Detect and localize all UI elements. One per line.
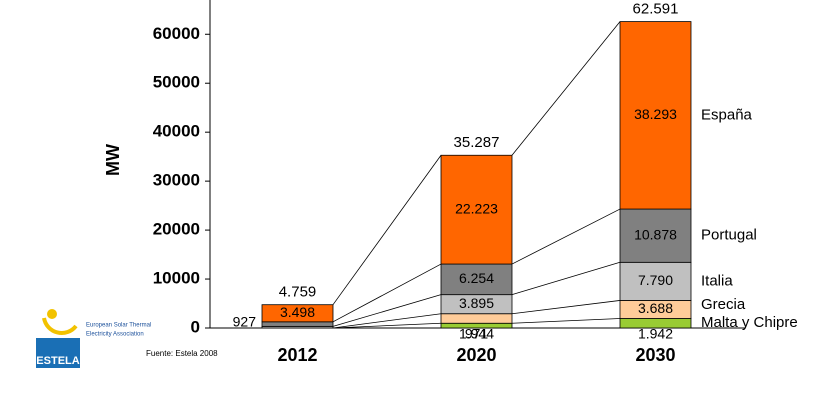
total-label: 62.591 [633,1,679,18]
total-label: 35.287 [454,134,500,151]
legend-label: Portugal [701,227,757,244]
connector-line [332,155,442,305]
legend-label: Italia [701,272,733,289]
y-tick-label: 0 [191,317,200,336]
value-label: 7.790 [638,272,673,288]
source: Fuente: Estela 2008 [146,349,218,358]
y-tick-label: 20000 [153,220,200,239]
connector-line [511,318,621,324]
value-label: 1.944 [459,326,494,342]
value-label: 10.878 [634,226,677,242]
value-label: 6.254 [459,270,494,286]
bar-segment [440,154,513,265]
connector-line [511,300,621,315]
value-label: 1.942 [638,326,673,342]
y-tick-label: 10000 [153,269,200,288]
x-tick-label: 2030 [635,345,675,365]
bar-segment [440,263,513,296]
connector-line [332,322,442,329]
value-label: 22.223 [455,200,498,216]
connector-line [511,208,621,265]
total-label: 4.759 [279,284,317,301]
logo-arc [42,317,78,335]
logo-line: Electricity Association [86,332,144,338]
y-axis-label: MW [103,144,123,176]
bar-segment [619,261,692,301]
connector-line [332,294,442,327]
value-label: 927 [233,314,257,330]
legend-label: Grecia [701,296,746,313]
logo-box [36,338,80,368]
bar-segment [619,21,692,210]
bar-segment [619,208,692,263]
value-label: 3.498 [280,304,315,320]
y-tick-label: 30000 [153,171,200,190]
y-tick-label: 40000 [153,122,200,141]
connector-line [511,21,621,156]
bar-segment [440,313,513,324]
logo: ESTELA European Solar Thermal Electricit… [36,309,151,368]
connector-line [332,313,442,329]
legend-label: España [701,106,753,123]
y-tick-label: 50000 [153,73,200,92]
value-label: 38.293 [634,106,677,122]
value-label: 3.688 [638,300,673,316]
bar-segment [261,304,334,323]
x-tick-label: 2020 [456,345,496,365]
legend-label: Malta y Chipre [701,314,798,331]
value-label: 3.895 [459,295,494,311]
connector-line [511,261,621,296]
bar-segment [261,321,334,327]
y-tick-label: 60000 [153,24,200,43]
connector-line [332,263,442,323]
x-tick-label: 2012 [277,345,317,365]
logo-line: European Solar Thermal [86,323,151,329]
value-label: 971 [465,326,489,342]
logo-name: ESTELA [36,355,79,367]
logo-sun [47,309,57,319]
